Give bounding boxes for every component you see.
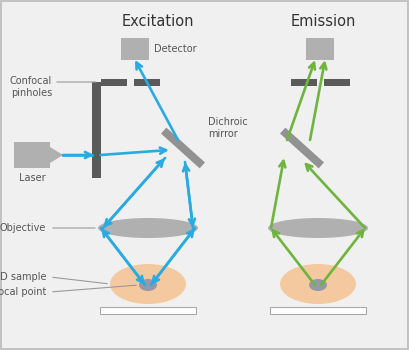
Text: 3D sample: 3D sample (0, 272, 46, 282)
Bar (306, 38, 334, 60)
Ellipse shape (280, 264, 356, 304)
Text: Emission: Emission (290, 14, 356, 29)
Ellipse shape (268, 218, 368, 238)
Text: Laser: Laser (19, 173, 45, 183)
Ellipse shape (309, 279, 327, 291)
Ellipse shape (110, 264, 186, 304)
Bar (324, 78, 350, 85)
Text: Focal point: Focal point (0, 287, 46, 297)
Bar (101, 78, 127, 85)
Polygon shape (280, 128, 324, 168)
Polygon shape (161, 128, 205, 168)
Ellipse shape (139, 279, 157, 291)
Text: Confocal
pinholes: Confocal pinholes (10, 76, 52, 98)
Bar (290, 78, 317, 85)
Polygon shape (50, 147, 63, 163)
Text: Excitation: Excitation (122, 14, 194, 29)
Text: Dichroic
mirror: Dichroic mirror (208, 117, 248, 139)
Ellipse shape (98, 218, 198, 238)
Bar (100, 307, 196, 314)
Bar (14, 142, 50, 168)
Bar (270, 307, 366, 314)
Bar (92, 82, 101, 178)
Text: Detector: Detector (154, 44, 197, 54)
Bar (134, 78, 160, 85)
Bar (121, 38, 149, 60)
Text: Objective: Objective (0, 223, 46, 233)
